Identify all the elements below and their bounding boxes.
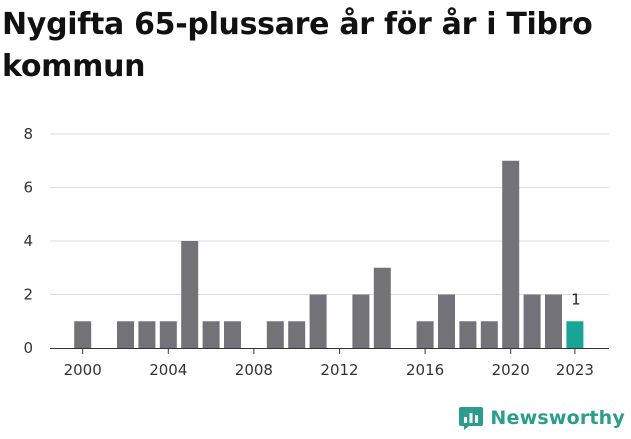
y-axis-labels: 0 2 4 6 8	[23, 125, 33, 357]
brand-name: Newsworthy	[490, 407, 625, 429]
bar	[373, 267, 391, 348]
bar	[138, 321, 156, 348]
x-tick-label: 2016	[406, 361, 444, 379]
bar	[309, 294, 327, 348]
bar	[480, 321, 498, 348]
x-tick-label: 2000	[64, 361, 102, 379]
y-tick-label: 6	[23, 179, 33, 197]
x-axis-labels: 2000 2004 2008 2012 2016 2020 2023	[64, 348, 594, 379]
bar	[224, 321, 241, 348]
bar	[117, 321, 134, 348]
bar	[523, 294, 541, 348]
x-tick-label: 2004	[149, 361, 187, 379]
bar	[202, 321, 220, 348]
x-tick-label: 2020	[492, 361, 530, 379]
x-tick-label: 2012	[320, 361, 358, 379]
grid-lines	[50, 133, 609, 295]
annotations: 1	[571, 290, 581, 308]
highlight-bar	[566, 321, 584, 348]
newsworthy-brand[interactable]: Newsworthy	[458, 403, 625, 433]
bar	[159, 321, 177, 348]
y-tick-label: 4	[23, 232, 33, 250]
y-tick-label: 2	[23, 286, 33, 304]
bars	[74, 160, 584, 348]
x-tick-label: 2008	[235, 361, 273, 379]
bar	[181, 241, 199, 348]
bar-chart: 0 2 4 6 8 2000 2004 2008 2012 2016 2020 2023 1	[23, 125, 609, 379]
bar	[266, 321, 284, 348]
highlight-value-label: 1	[571, 290, 581, 308]
y-tick-label: 8	[23, 125, 33, 143]
bar	[545, 294, 562, 348]
bar	[459, 321, 477, 348]
bar	[352, 294, 370, 348]
bar	[288, 321, 306, 348]
y-tick-label: 0	[23, 339, 33, 357]
bar	[416, 321, 434, 348]
x-tick-label: 2023	[556, 361, 594, 379]
newsworthy-logo-icon	[459, 407, 484, 430]
bar	[74, 321, 92, 348]
bar	[502, 160, 520, 348]
chart-title: Nygifta 65-plussare år för år i Tibro ko…	[2, 7, 593, 84]
bar	[438, 294, 455, 348]
